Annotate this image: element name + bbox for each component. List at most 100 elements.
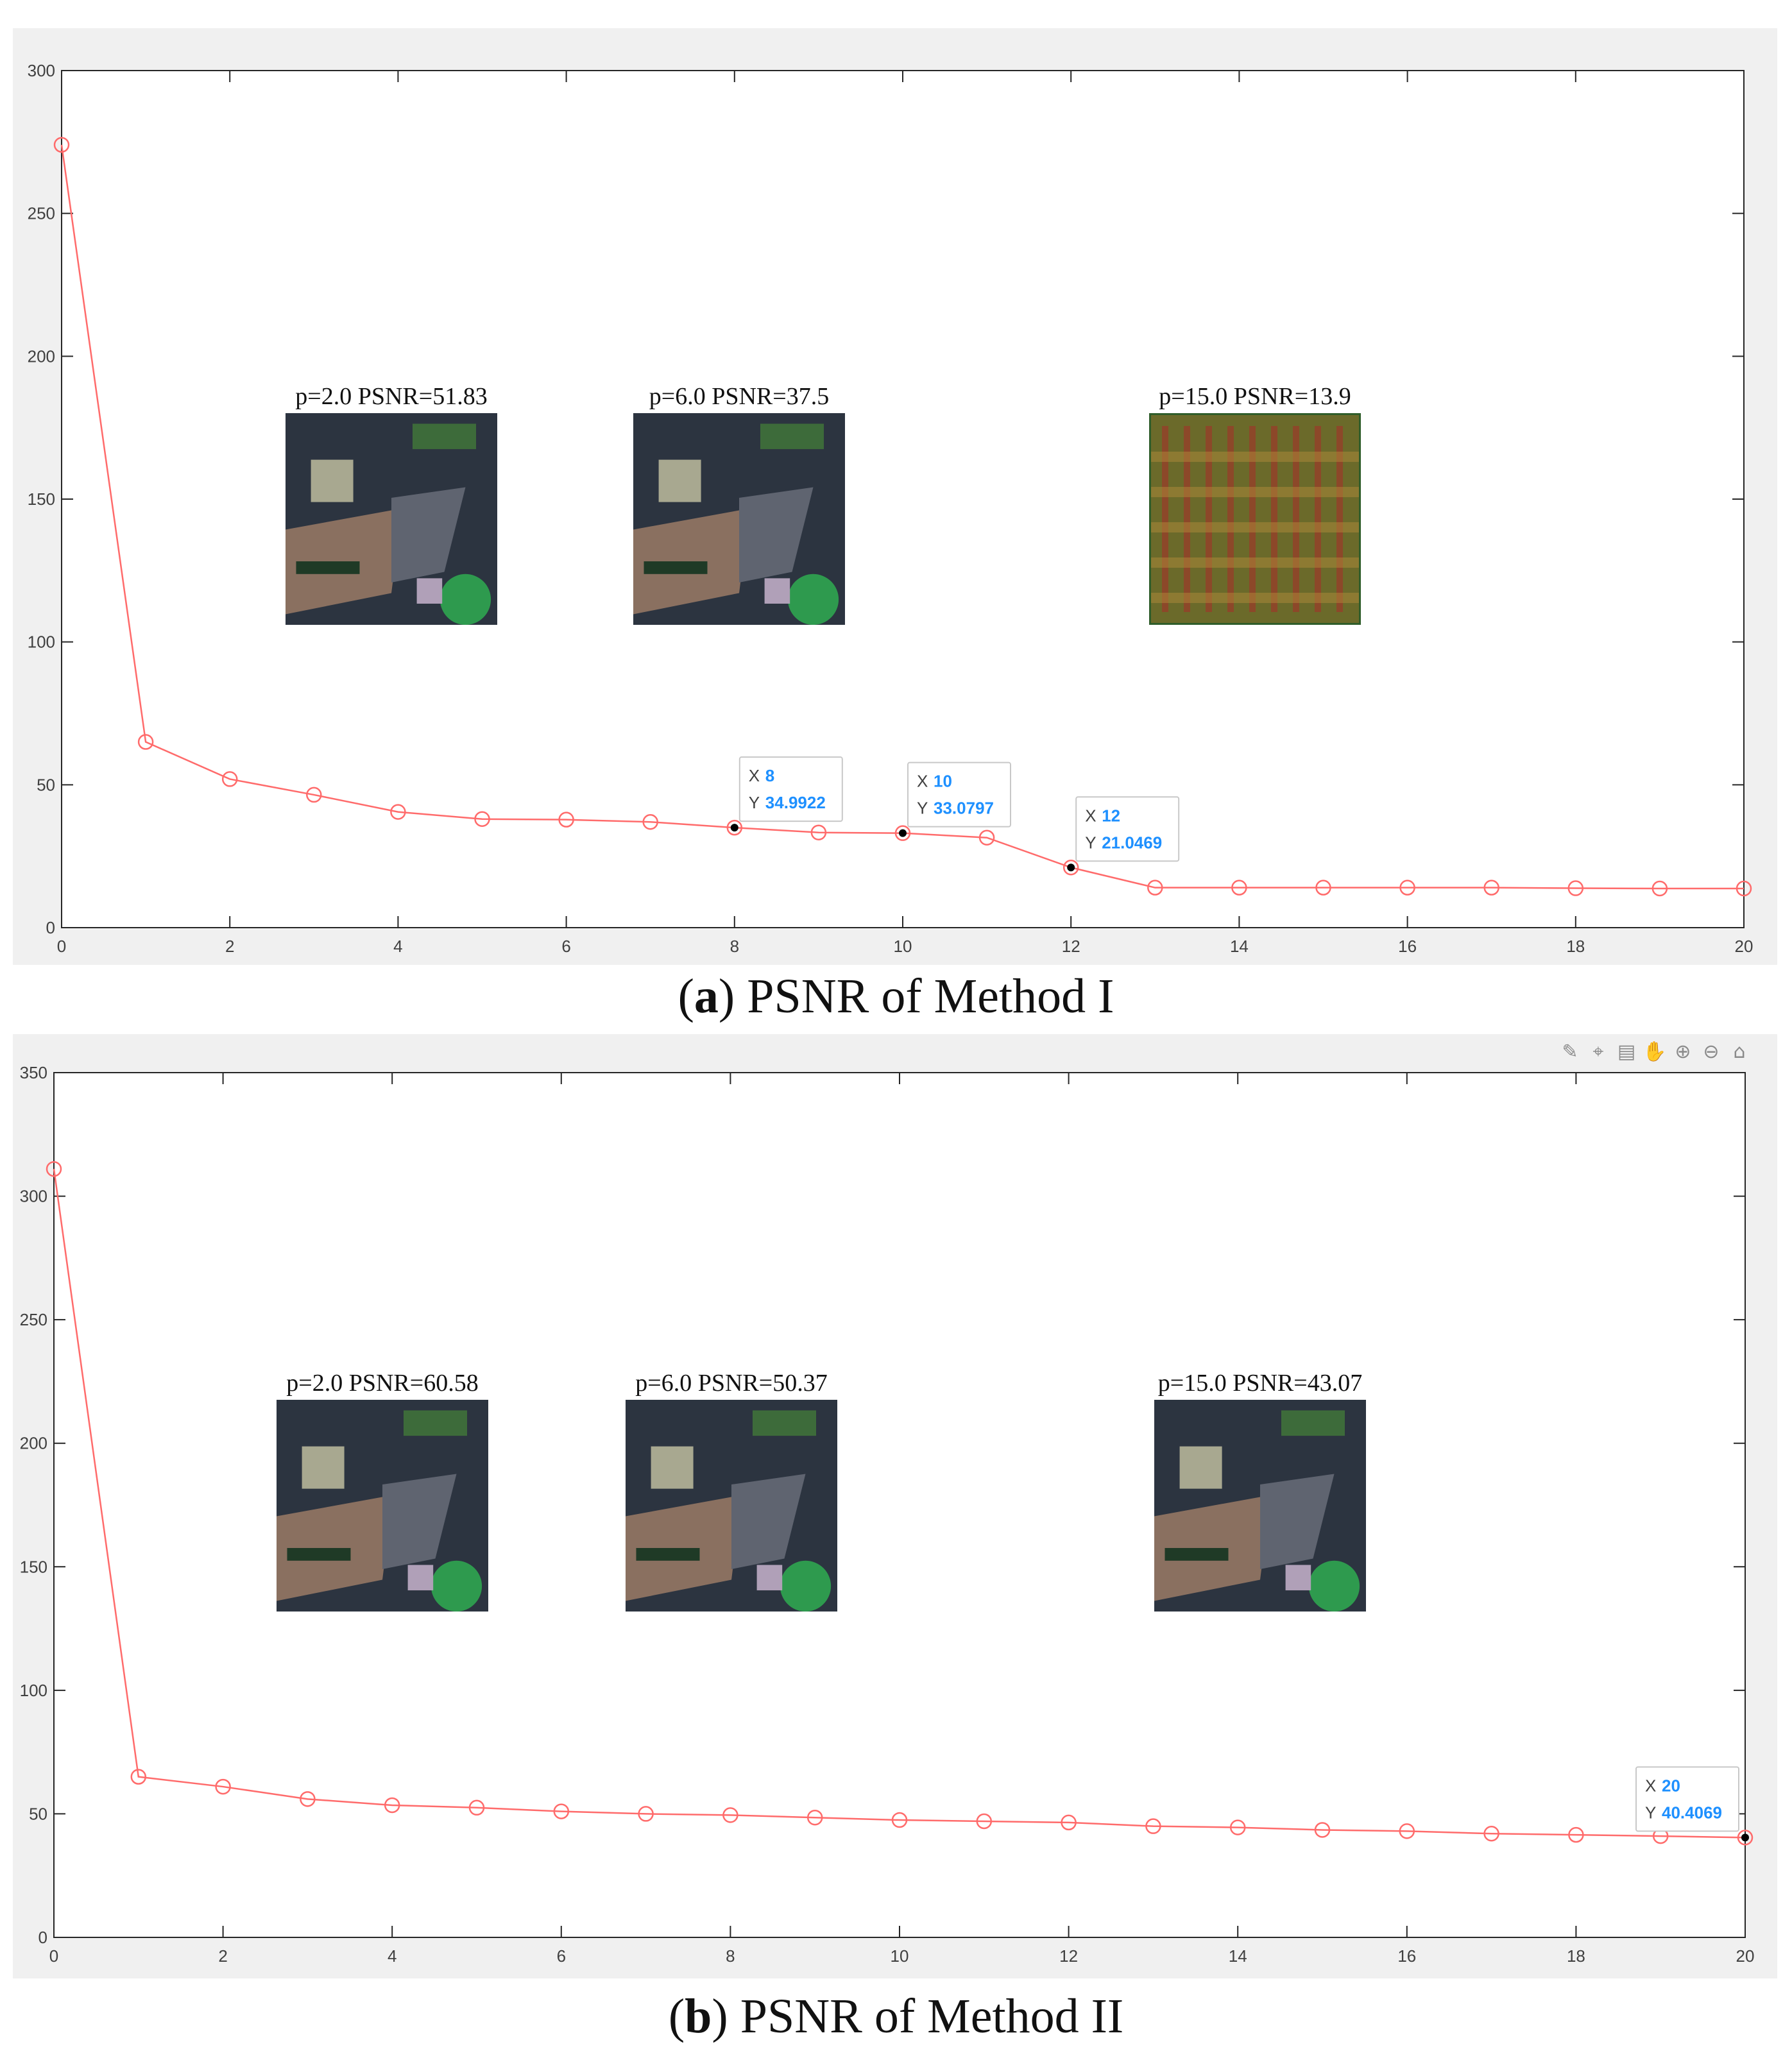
- caption-b-text: PSNR of Method II: [728, 1989, 1124, 2043]
- vegetation: [644, 561, 708, 574]
- inset-label: p=6.0 PSNR=50.37: [635, 1370, 827, 1397]
- brush-icon[interactable]: ✎: [1562, 1040, 1578, 1063]
- vegetation: [404, 1410, 467, 1436]
- y-tick-label: 50: [37, 775, 55, 794]
- chart-panel-b: 0 2 4 6 8 10 12 14 16 18 20 0 50 100 150 200 250 300 350 p=…: [13, 1034, 1777, 1978]
- y-tick-label: 200: [20, 1434, 47, 1453]
- building: [764, 578, 790, 604]
- distortion-stripe: [1206, 426, 1212, 612]
- y-tick-label: 150: [28, 489, 55, 509]
- vegetation: [413, 423, 476, 450]
- x-tick-label: 2: [225, 937, 234, 956]
- datatip-box: [738, 756, 843, 822]
- y-tick-label: 100: [28, 633, 55, 652]
- zoom-out-icon[interactable]: ⊖: [1703, 1040, 1719, 1063]
- x-tick-label: 6: [557, 1946, 566, 1966]
- datatip-y-value: 21.0469: [1102, 833, 1162, 852]
- x-tick-label: 16: [1397, 1946, 1416, 1966]
- datatip-box: [1635, 1766, 1739, 1832]
- green-field: [1308, 1560, 1360, 1612]
- x-tick-label: 4: [388, 1946, 397, 1966]
- data-point: [1229, 1819, 1246, 1835]
- x-tick-label: 6: [561, 937, 570, 956]
- datatip-x-value: 10: [934, 772, 952, 791]
- data-point: [806, 1809, 823, 1826]
- y-tick-label: 0: [38, 1928, 47, 1947]
- data-point: [976, 1813, 993, 1830]
- datatip-y-value: 33.0797: [934, 799, 994, 818]
- data-point: [1231, 880, 1247, 896]
- data-point: [221, 771, 238, 787]
- vegetation: [636, 1548, 700, 1561]
- distortion-stripe: [1271, 426, 1277, 612]
- series-line: [53, 1169, 1746, 1839]
- y-tick-label: 250: [28, 204, 55, 223]
- data-point: [1483, 880, 1499, 896]
- datatip-y-label: Y: [917, 799, 928, 818]
- data-point: [1062, 860, 1079, 876]
- datatip-marker: [1067, 863, 1075, 872]
- inset-image: [1154, 1400, 1366, 1612]
- green-field: [439, 574, 491, 625]
- x-tick-label: 18: [1567, 1946, 1585, 1966]
- caption-b: (b) PSNR of Method II: [668, 1989, 1124, 2043]
- x-tick-label: 14: [1230, 937, 1249, 956]
- chart-a: 0 2 4 6 8 10 12 14 16 18 20050100150200250300p=2.0…: [28, 61, 1754, 956]
- datatip-y-value: 34.9922: [765, 793, 826, 812]
- distortion-stripe: [1162, 426, 1168, 612]
- data-point: [215, 1778, 231, 1795]
- data-point: [130, 1769, 147, 1785]
- zoom-in-icon[interactable]: ⊕: [1675, 1040, 1691, 1063]
- inset-label: p=15.0 PSNR=43.07: [1158, 1370, 1362, 1397]
- inset-label: p=2.0 PSNR=51.83: [295, 383, 487, 410]
- data-cursor-icon[interactable]: ⌖: [1592, 1040, 1604, 1063]
- distortion-stripe: [1227, 426, 1234, 612]
- building: [1285, 1565, 1311, 1590]
- datatip-x-label: X: [1645, 1776, 1656, 1795]
- inset-image: [277, 1400, 488, 1612]
- inset-image: [286, 413, 497, 625]
- y-tick-label: 100: [20, 1681, 47, 1700]
- data-point: [978, 829, 995, 846]
- datatip-y-value: 40.4069: [1662, 1803, 1722, 1822]
- inset-image: [633, 413, 845, 625]
- x-tick-label: 14: [1229, 1946, 1247, 1966]
- datatip-box: [907, 761, 1011, 828]
- building: [756, 1565, 783, 1590]
- y-tick-label: 250: [20, 1310, 47, 1329]
- datatip-x-label: X: [1085, 806, 1096, 825]
- chart-b: 0 2 4 6 8 10 12 14 16 18 20050100150200250300350p=…: [20, 1063, 1755, 1966]
- y-tick-label: 150: [20, 1557, 47, 1576]
- y-tick-label: 350: [20, 1063, 47, 1082]
- distortion-stripe: [1293, 426, 1299, 612]
- data-point: [1737, 1830, 1754, 1846]
- datatip-box: [1075, 796, 1180, 862]
- data-point: [390, 804, 406, 820]
- data-point: [300, 1791, 316, 1807]
- building: [302, 1446, 345, 1489]
- data-point: [474, 811, 490, 828]
- pan-icon[interactable]: ✋: [1643, 1040, 1667, 1063]
- x-tick-label: 2: [218, 1946, 227, 1966]
- x-tick-label: 10: [894, 937, 912, 956]
- distortion-band: [1149, 557, 1361, 568]
- distortion-stripe: [1315, 426, 1321, 612]
- datatip-y-label: Y: [749, 793, 760, 812]
- datatip-x-label: X: [749, 766, 760, 785]
- y-tick-label: 50: [29, 1804, 47, 1823]
- x-tick-label: 0: [57, 937, 66, 956]
- datatip-y-label: Y: [1085, 833, 1096, 852]
- home-icon[interactable]: ⌂: [1733, 1040, 1746, 1063]
- green-field: [431, 1560, 482, 1612]
- building: [407, 1565, 434, 1590]
- green-field: [780, 1560, 832, 1612]
- distortion-band: [1149, 487, 1361, 497]
- vegetation: [287, 1548, 351, 1561]
- vegetation: [753, 1410, 816, 1436]
- save-icon[interactable]: ▤: [1617, 1040, 1636, 1063]
- roof-area: [1260, 1474, 1335, 1569]
- x-tick-label: 4: [393, 937, 402, 956]
- data-point: [553, 1803, 570, 1819]
- x-tick-label: 20: [1736, 1946, 1755, 1966]
- data-point: [1061, 1814, 1077, 1831]
